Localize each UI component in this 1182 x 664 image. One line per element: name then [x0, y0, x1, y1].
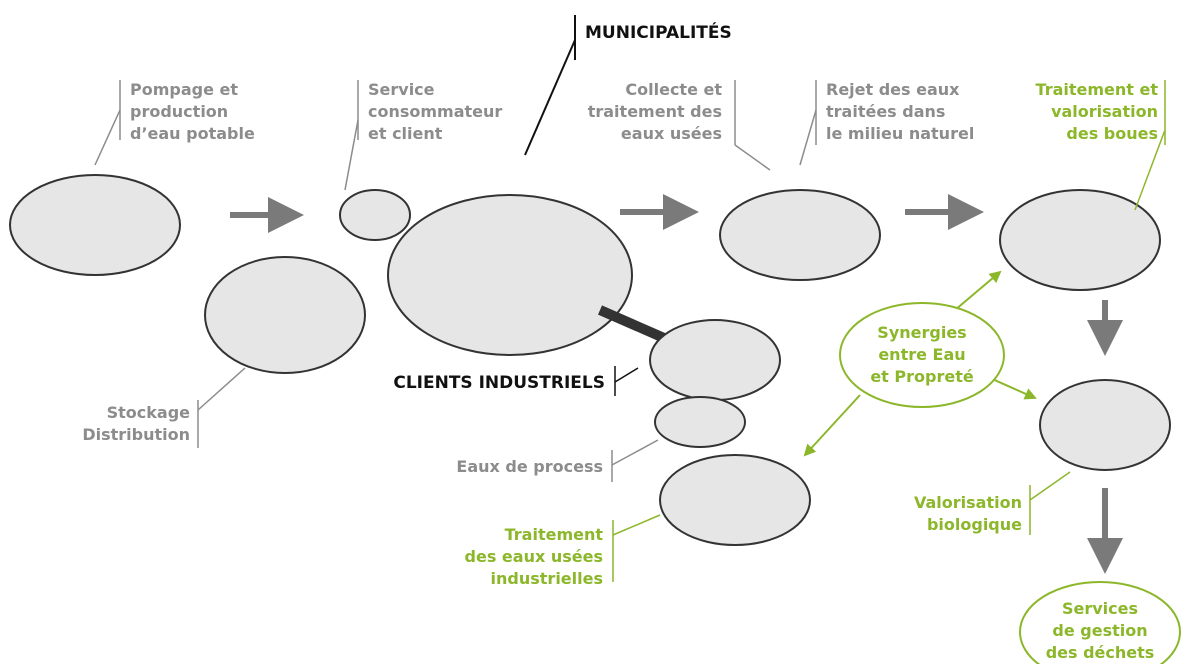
- leader: [95, 110, 120, 165]
- arrow: [955, 272, 1000, 310]
- label: des eaux usées: [465, 547, 603, 566]
- label: valorisation: [1051, 102, 1158, 121]
- label: Service: [368, 80, 435, 99]
- label: Collecte et: [625, 80, 722, 99]
- label: Distribution: [82, 425, 190, 444]
- leader: [800, 110, 816, 165]
- wastewater-site: [720, 190, 880, 280]
- label: Traitement: [505, 525, 604, 544]
- label: traitées dans: [826, 102, 945, 121]
- leader: [198, 368, 245, 410]
- leader: [615, 368, 638, 382]
- diagram: MUNICIPALITÉS CLIENTS INDUSTRIELS Pompag…: [0, 0, 1182, 664]
- leader: [525, 40, 575, 155]
- arrow: [990, 378, 1035, 398]
- storage-site: [205, 257, 365, 373]
- title: CLIENTS INDUSTRIELS: [393, 373, 605, 393]
- label: entre Eau: [878, 345, 965, 364]
- label: Valorisation: [914, 493, 1022, 512]
- city-site: [388, 195, 632, 355]
- label: Eaux de process: [456, 457, 603, 476]
- label: Rejet des eaux: [826, 80, 960, 99]
- label: des boues: [1066, 124, 1158, 143]
- sludge-site: [1000, 190, 1160, 290]
- leader: [612, 440, 658, 465]
- label: Traitement et: [1036, 80, 1159, 99]
- label: eaux usées: [621, 124, 722, 143]
- title: MUNICIPALITÉS: [585, 21, 732, 43]
- leader: [1030, 472, 1070, 500]
- label: industrielles: [491, 569, 603, 588]
- label: et Propreté: [870, 367, 974, 386]
- pumping-site: [10, 175, 180, 275]
- label: des déchets: [1046, 643, 1155, 662]
- label: Stockage: [107, 403, 191, 422]
- arrow: [805, 395, 860, 455]
- leader: [345, 120, 358, 190]
- label: consommateur: [368, 102, 502, 121]
- label: Services: [1062, 599, 1138, 618]
- label: biologique: [927, 515, 1022, 534]
- label: de gestion: [1052, 621, 1147, 640]
- process-site: [655, 397, 745, 447]
- label: Synergies: [877, 323, 966, 342]
- industrial-wastewater-site: [660, 455, 810, 545]
- service-site: [340, 190, 410, 240]
- label: Pompage et: [130, 80, 238, 99]
- label: traitement des: [588, 102, 722, 121]
- label: d’eau potable: [130, 124, 255, 143]
- label: production: [130, 102, 228, 121]
- bio-site: [1040, 380, 1170, 470]
- industrial-site: [650, 320, 780, 400]
- label: le milieu naturel: [826, 124, 974, 143]
- leader: [735, 145, 770, 170]
- leader: [613, 515, 660, 535]
- label: et client: [368, 124, 443, 143]
